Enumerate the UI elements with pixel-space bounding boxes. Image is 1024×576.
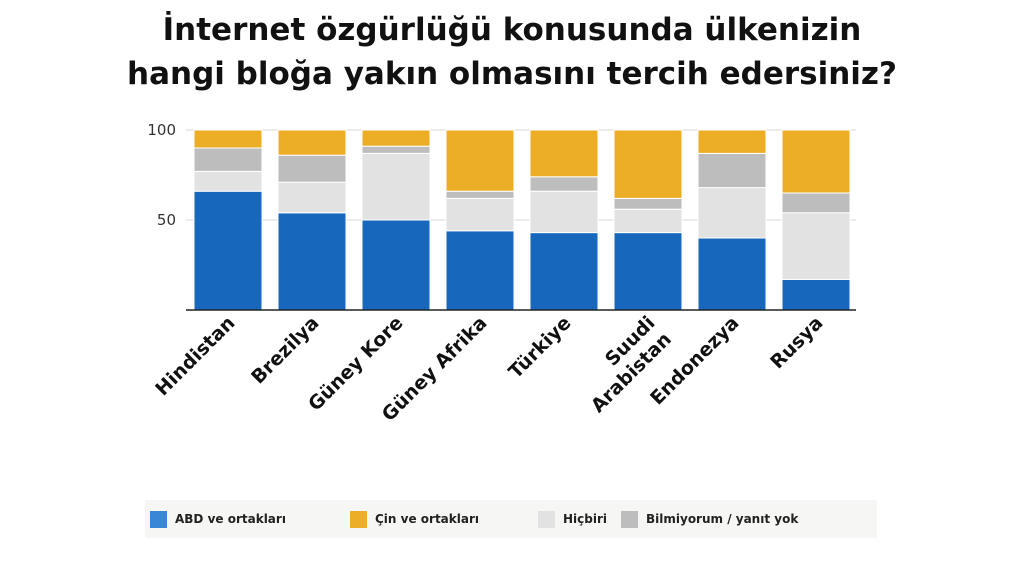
bar-hicbiri (697, 187, 767, 239)
chart-title: İnternet özgürlüğü konusunda ülkenizin h… (0, 8, 1024, 96)
bar-cin (697, 129, 767, 154)
bar-abd (445, 230, 515, 311)
x-tick-label-line: Türkiye (504, 312, 575, 383)
bar-bilmiyorum (697, 152, 767, 189)
bar-cin (361, 129, 431, 147)
bar-hicbiri (529, 190, 599, 234)
bar-bilmiyorum (277, 154, 347, 183)
x-tick-label: Rusya (766, 312, 827, 373)
x-tick-label: Brezilya (247, 312, 323, 388)
bar-cin (445, 129, 515, 192)
bar-cin (193, 129, 263, 149)
bar-bilmiyorum (361, 145, 431, 154)
bar-cin (529, 129, 599, 178)
x-tick-label: Türkiye (504, 312, 575, 383)
legend-label-bilmiyorum: Bilmiyorum / yanıt yok (646, 512, 799, 526)
bar-bilmiyorum (445, 190, 515, 199)
bar-hicbiri (781, 212, 851, 280)
x-tick-label-line: Endonezya (646, 312, 743, 409)
bar-bilmiyorum (613, 197, 683, 210)
bar-abd (361, 219, 431, 311)
bar-cin (781, 129, 851, 194)
bar-abd (277, 212, 347, 311)
legend-item-hicbiri: Hiçbiri (538, 510, 607, 528)
bar-cin (613, 129, 683, 199)
legend: ABD ve ortakları Çin ve ortakları Hiçbir… (145, 500, 877, 538)
bar-bilmiyorum (781, 192, 851, 214)
legend-swatch-cin (350, 510, 367, 528)
legend-swatch-hicbiri (538, 510, 555, 528)
bar-bilmiyorum (529, 176, 599, 192)
x-tick-label: Hindistan (151, 312, 239, 400)
bar-abd (613, 232, 683, 311)
bar-cin (277, 129, 347, 156)
y-tick-label: 50 (157, 211, 176, 229)
legend-item-abd: ABD ve ortakları (150, 510, 286, 528)
bar-hicbiri (613, 208, 683, 234)
title-line-2: hangi bloğa yakın olmasını tercih edersi… (127, 56, 897, 92)
x-tick-label-line: Rusya (766, 312, 827, 373)
bar-abd (193, 190, 263, 311)
bar-hicbiri (361, 152, 431, 221)
legend-item-cin: Çin ve ortakları (350, 510, 479, 528)
bar-abd (697, 237, 767, 311)
legend-swatch-abd (150, 510, 167, 528)
bar-bilmiyorum (193, 147, 263, 172)
bar-hicbiri (277, 181, 347, 214)
legend-item-bilmiyorum: Bilmiyorum / yanıt yok (621, 510, 798, 528)
x-tick-label: Endonezya (646, 312, 743, 409)
y-tick-label: 100 (147, 121, 176, 139)
legend-label-hicbiri: Hiçbiri (563, 512, 608, 526)
legend-label-cin: Çin ve ortakları (375, 512, 479, 526)
bar-abd (781, 278, 851, 311)
bar-abd (529, 232, 599, 311)
legend-label-abd: ABD ve ortakları (175, 512, 286, 526)
bar-hicbiri (193, 170, 263, 192)
x-tick-label-line: Brezilya (247, 312, 323, 388)
legend-swatch-bilmiyorum (621, 510, 638, 528)
title-line-1: İnternet özgürlüğü konusunda ülkenizin (162, 12, 862, 48)
x-tick-label-line: Hindistan (151, 312, 239, 400)
bar-hicbiri (445, 197, 515, 232)
